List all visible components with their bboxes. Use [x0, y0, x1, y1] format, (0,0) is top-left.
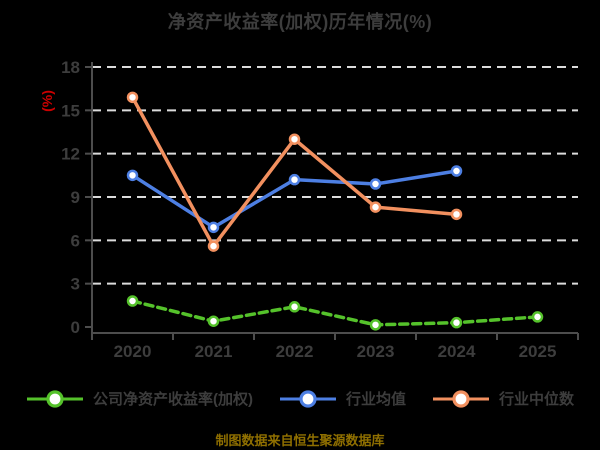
axes-group	[85, 62, 579, 340]
y-tick-label: 18	[61, 58, 80, 77]
y-tick-label: 3	[71, 275, 80, 294]
data-point-marker	[207, 315, 220, 327]
y-tick-label: 6	[71, 231, 80, 250]
legend-label-company-roe: 公司净资产收益率(加权)	[92, 391, 253, 408]
data-point-marker	[207, 221, 220, 234]
data-point-marker	[207, 240, 220, 252]
x-tick-label: 2024	[438, 342, 476, 361]
legend-marker-industry-mean-icon	[279, 389, 336, 408]
y-tick-label: 12	[61, 145, 80, 164]
data-point-marker	[531, 311, 544, 323]
data-point-marker	[126, 91, 139, 104]
legend-marker-industry-median-icon	[433, 389, 489, 408]
x-tick-label: 2025	[519, 342, 557, 361]
series-行业中位数	[126, 91, 463, 252]
tick-labels-group: 0 3 6 9 12 15 18 2020 2021 2022 2023 2024 2025	[61, 58, 556, 361]
data-point-marker	[369, 178, 382, 190]
data-point-marker	[450, 165, 463, 177]
chart-legend: 公司净资产收益率(加权) 行业均值 行业中位数	[0, 388, 600, 409]
legend-marker-company-roe-icon	[26, 389, 83, 408]
series-行业均值	[126, 165, 463, 234]
data-point-marker	[126, 295, 139, 307]
data-point-marker	[288, 133, 301, 145]
legend-label-industry-median: 行业中位数	[499, 391, 575, 408]
y-tick-label: 9	[71, 188, 80, 207]
data-point-marker	[450, 208, 463, 221]
gridlines-group	[92, 66, 578, 285]
data-source-note: 制图数据来自恒生聚源数据库	[215, 433, 385, 448]
legend-item-industry-median: 行业中位数	[432, 388, 574, 409]
data-point-marker	[126, 169, 139, 182]
x-tick-label: 2022	[276, 342, 314, 361]
x-tick-label: 2020	[114, 342, 152, 361]
x-tick-label: 2021	[195, 342, 233, 361]
series-公司净资产收益率(加权)	[126, 295, 544, 331]
y-tick-label: 15	[61, 101, 80, 120]
data-point-marker	[450, 316, 463, 329]
data-point-marker	[288, 301, 301, 313]
legend-item-industry-mean: 行业均值	[279, 388, 406, 409]
x-tick-label: 2023	[357, 342, 395, 361]
legend-label-industry-mean: 行业均值	[345, 391, 406, 408]
data-point-marker	[369, 319, 382, 331]
chart-title: 净资产收益率(加权)历年情况(%)	[167, 12, 433, 32]
legend-item-company-roe: 公司净资产收益率(加权)	[26, 388, 253, 409]
data-point-marker	[288, 173, 301, 186]
data-point-marker	[369, 201, 382, 213]
y-tick-label: 0	[71, 318, 80, 337]
